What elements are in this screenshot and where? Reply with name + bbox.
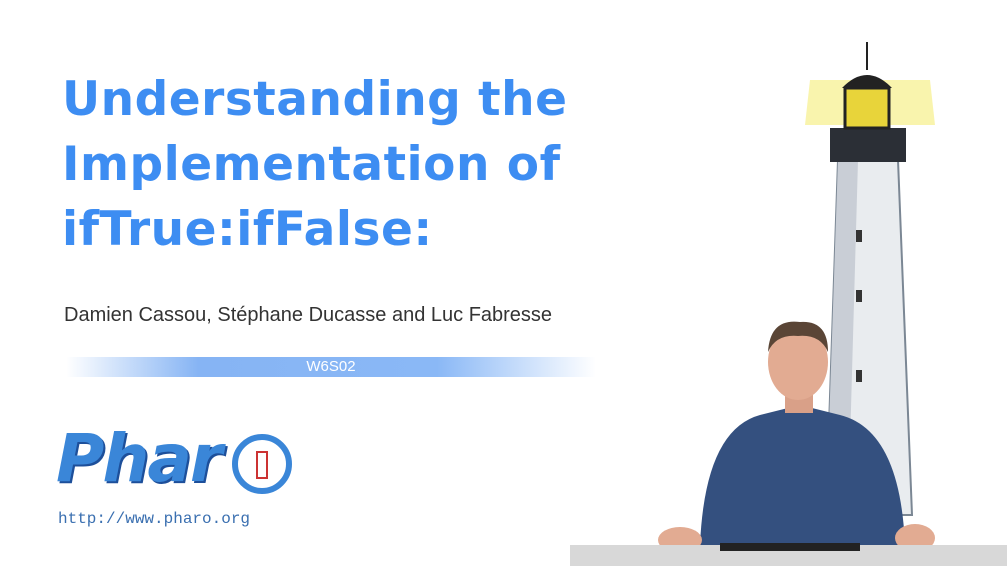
authors: Damien Cassou, Stéphane Ducasse and Luc … [64, 304, 553, 326]
logo-lighthouse [256, 451, 268, 479]
window [856, 230, 862, 242]
logo-text: Phar [56, 420, 222, 497]
session-bar: W6S02 [66, 357, 596, 377]
session-code: W6S02 [306, 358, 356, 375]
desk [570, 545, 1007, 566]
presenter-hair [768, 321, 828, 352]
window [856, 290, 862, 302]
title-line: ifTrue:ifFalse: [62, 202, 433, 257]
url: http://www.pharo.org [58, 510, 251, 528]
logo-o [232, 434, 292, 494]
gallery [830, 128, 906, 162]
title-line: Implementation of [62, 137, 561, 192]
title-line: Understanding the [62, 72, 568, 127]
lantern-roof [842, 75, 892, 88]
presenter-body [700, 405, 905, 545]
presenter-head [768, 324, 828, 400]
laptop [720, 543, 860, 551]
lantern [843, 86, 891, 130]
window [856, 370, 862, 382]
